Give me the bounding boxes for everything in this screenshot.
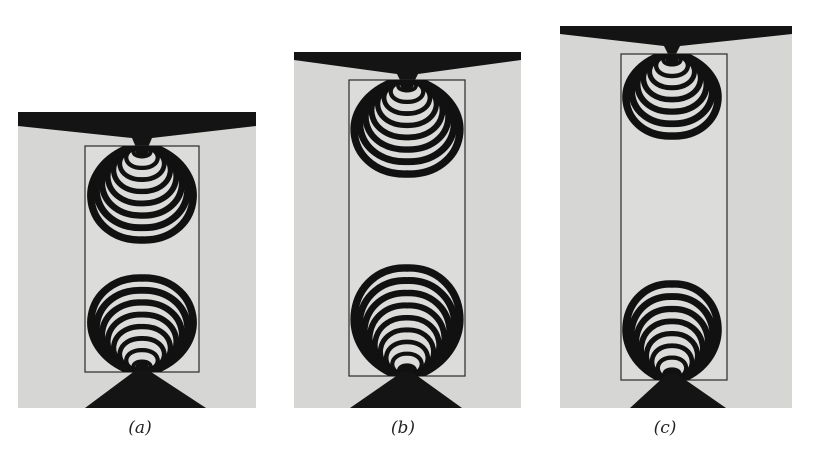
- panel-b-bottom-anvil: [350, 372, 462, 408]
- panel-c-top-fringes: [622, 54, 722, 140]
- panel-c-bottom-anvil: [630, 374, 726, 408]
- contact-point: [135, 362, 149, 372]
- panel-a-label: (a): [128, 418, 152, 438]
- panel-a-bottom-anvil: [85, 370, 206, 408]
- fringe-arc: [87, 274, 197, 372]
- contact-point: [135, 146, 149, 156]
- panel-b-top-fringes: [350, 80, 464, 178]
- contact-point: [400, 80, 414, 90]
- panel-a-top-anvil: [18, 112, 256, 152]
- fringe-arc: [350, 80, 464, 178]
- contact-point: [665, 54, 679, 64]
- panel-a: [18, 112, 256, 408]
- panel-b: [294, 52, 521, 408]
- fringe-arc: [87, 146, 197, 244]
- panel-c: [560, 26, 792, 408]
- panel-a-bottom-fringes: [87, 274, 197, 372]
- panel-c-top-anvil: [560, 26, 792, 56]
- panel-b-top-anvil: [294, 52, 521, 86]
- panel-b-label: (b): [390, 418, 416, 438]
- panel-c-label: (c): [653, 418, 677, 438]
- fringe-arc: [622, 54, 722, 140]
- panel-a-top-fringes: [87, 146, 197, 244]
- fringe-arc: [622, 280, 722, 380]
- panel-b-bottom-fringes: [350, 264, 464, 376]
- fringe-arc: [350, 264, 464, 376]
